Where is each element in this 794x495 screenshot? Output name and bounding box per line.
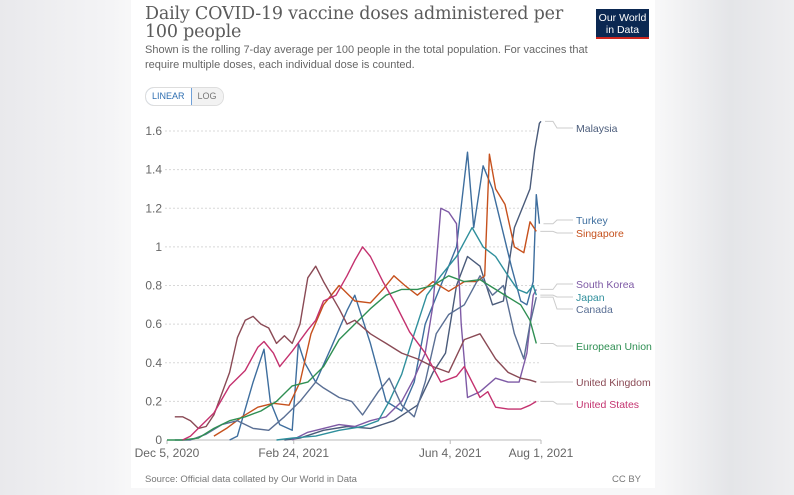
x-axis: Dec 5, 2020 Feb 24, 2021 Jun 4, 2021 Aug 1,…	[135, 439, 574, 460]
x-tick-label: Jun 4, 2021	[419, 446, 482, 460]
license-link[interactable]: CC BY	[611, 474, 641, 485]
y-tick-label: 0.6	[145, 317, 162, 331]
series-line-european-union	[167, 275, 537, 441]
logo-line-1: Our World	[598, 12, 647, 24]
y-tick-label: 0	[155, 433, 162, 447]
legend-label-malaysia: Malaysia	[576, 123, 618, 135]
legend-connector	[540, 283, 573, 290]
series-line-malaysia	[284, 120, 542, 441]
series-line-turkey	[229, 151, 541, 441]
legend-label-turkey: Turkey	[576, 215, 608, 227]
legend-label-united-kingdom: United Kingdom	[576, 377, 651, 389]
chart-subtitle: Shown is the rolling 7-day average per 1…	[145, 44, 588, 71]
legend-label-european-union: European Union	[576, 341, 652, 353]
x-tick-label: Dec 5, 2020	[135, 446, 200, 460]
y-tick-label: 0.2	[145, 394, 162, 408]
x-tick-label: Feb 24, 2021	[258, 446, 329, 460]
log-scale-button[interactable]: LOG	[191, 88, 223, 105]
y-tick-label: 0.4	[145, 356, 162, 370]
scale-toggle: LINEAR LOG	[145, 87, 224, 106]
series-line-south-korea	[291, 207, 537, 441]
logo-line-2: in Data	[605, 24, 640, 36]
legend-label-south-korea: South Korea	[576, 279, 635, 291]
series-line-canada	[174, 275, 537, 441]
series-line-united-kingdom	[174, 265, 537, 430]
legend-connector	[540, 294, 573, 298]
series-line-united-states	[182, 246, 537, 441]
linear-scale-button[interactable]: LINEAR	[145, 88, 192, 105]
series-lines	[167, 120, 542, 441]
legend-connector	[540, 342, 573, 347]
y-tick-label: 1.2	[145, 201, 162, 215]
chart-card: Daily COVID-19 vaccine doses administere…	[131, 0, 655, 488]
legend-connector	[545, 120, 573, 129]
line-chart: 0 0.2 0.4 0.6 0.8 1 1.2 1.4 1.6 Dec 5, 2020 Feb 2…	[135, 120, 652, 460]
legend-connector	[540, 230, 573, 234]
gridlines	[165, 130, 541, 402]
chart-title: Daily COVID-19 vaccine doses administere…	[145, 4, 563, 42]
y-axis-ticks: 0 0.2 0.4 0.6 0.8 1 1.2 1.4 1.6	[145, 124, 162, 447]
y-tick-label: 1.6	[145, 124, 162, 138]
owid-logo[interactable]: Our World in Data	[596, 9, 649, 39]
y-tick-label: 1	[155, 240, 162, 254]
legend-connector	[543, 219, 573, 225]
legend-label-canada: Canada	[576, 304, 613, 316]
legend-label-united-states: United States	[576, 399, 639, 411]
legend-label-japan: Japan	[576, 292, 605, 304]
series-line-singapore	[213, 153, 537, 437]
y-tick-label: 0.8	[145, 279, 162, 293]
legend-label-singapore: Singapore	[576, 228, 624, 240]
source-note: Source: Official data collated by Our Wo…	[145, 474, 357, 485]
y-tick-label: 1.4	[145, 163, 162, 177]
legend-connector	[540, 296, 573, 310]
legend-connector	[540, 400, 573, 405]
x-tick-label: Aug 1, 2021	[509, 446, 574, 460]
